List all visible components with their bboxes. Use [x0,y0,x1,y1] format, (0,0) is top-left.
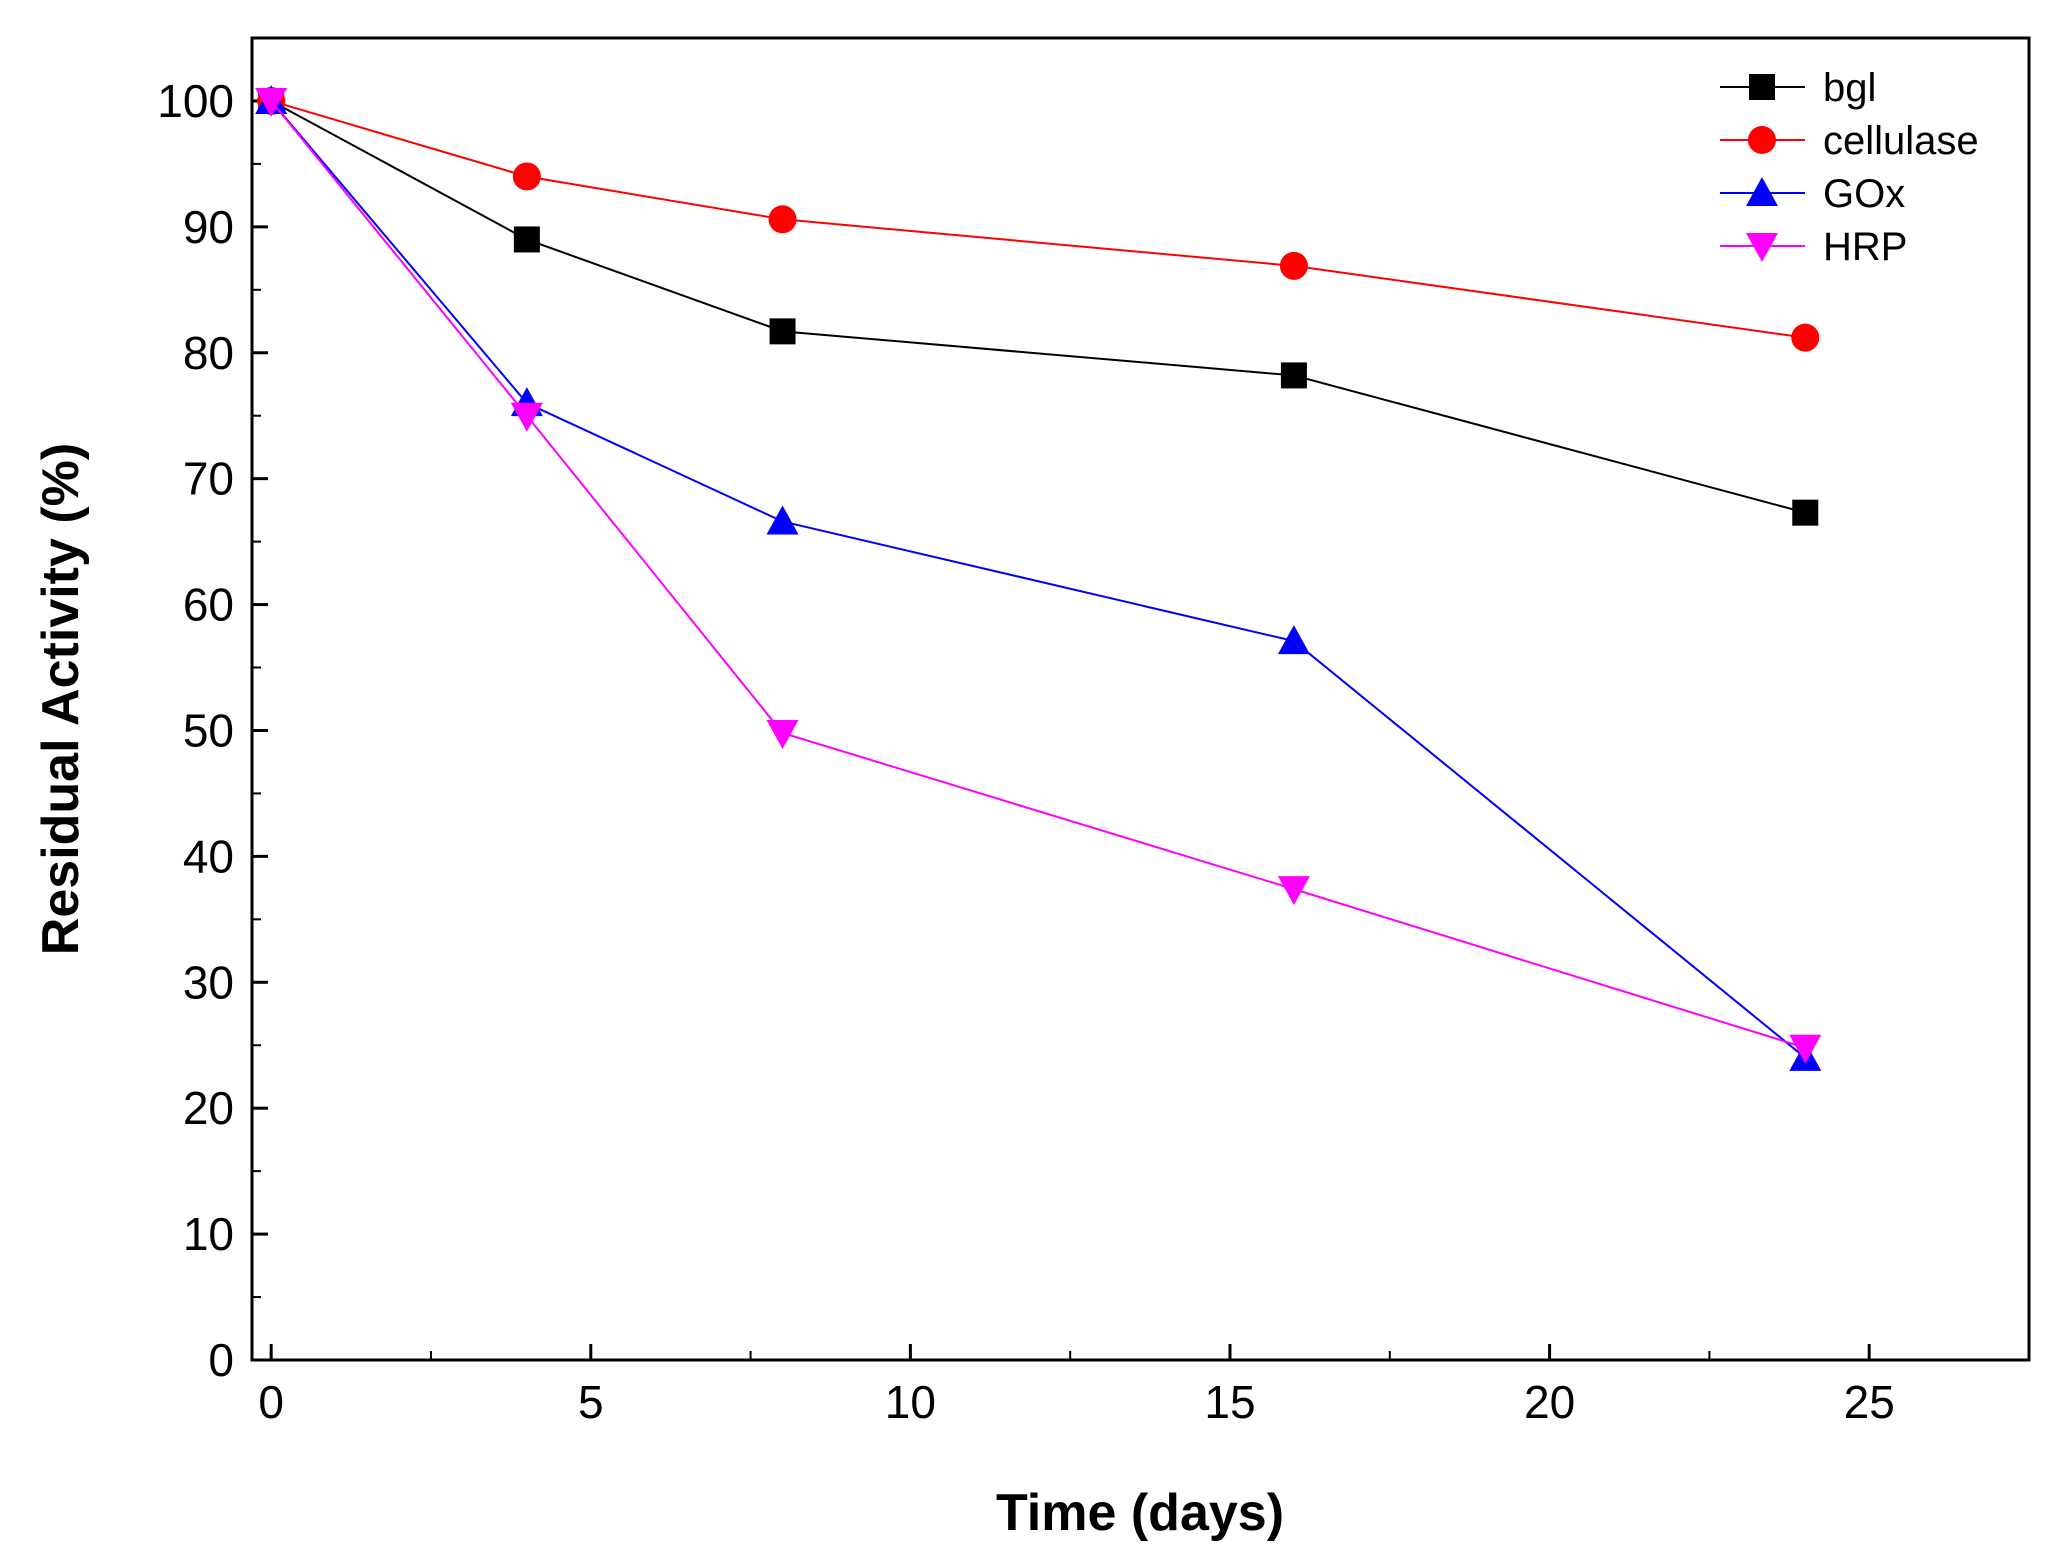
data-point [766,505,799,535]
series-hrp [255,87,1822,1064]
data-point [510,402,543,432]
y-tick-label: 80 [183,327,234,379]
series-gox [255,84,1822,1071]
y-tick-label: 50 [183,704,234,756]
data-point [1789,1034,1822,1064]
data-point [766,719,799,749]
data-point [1792,499,1819,526]
legend-marker [1748,126,1776,154]
data-point [1279,251,1308,280]
data-point [255,87,288,117]
y-tick-label: 10 [183,1208,234,1260]
y-axis-tick-labels: 0 10 20 30 40 50 60 70 80 90 100 [157,75,234,1386]
x-tick-label: 25 [1844,1376,1895,1428]
data-point [768,205,797,234]
series-line [270,99,1806,339]
data-point [1277,625,1310,655]
legend-label: cellulase [1823,119,1979,163]
x-tick-label: 5 [578,1376,604,1428]
data-point [1277,876,1310,906]
legend-label: GOx [1823,172,1905,216]
x-tick-label: 0 [258,1376,284,1428]
data-point [1791,323,1820,352]
data-point [1280,362,1307,389]
series-bgl [258,87,1819,526]
y-tick-label: 0 [208,1334,234,1386]
legend-item: GOx [1720,172,1905,216]
x-axis-title: Time (days) [996,1484,1284,1542]
data-point [513,226,540,253]
y-axis-title: Residual Activity (%) [32,443,90,955]
legend-label: bgl [1823,66,1876,110]
x-axis-ticks [269,1344,1871,1360]
x-tick-label: 10 [885,1376,936,1428]
legend-label: HRP [1823,225,1907,269]
x-tick-label: 20 [1524,1376,1575,1428]
y-tick-label: 60 [183,579,234,631]
legend: bgl cellulase GOx HRP [1720,66,1979,269]
y-tick-label: 100 [157,75,234,127]
data-point [769,318,796,345]
y-tick-label: 20 [183,1082,234,1134]
legend-item: cellulase [1720,119,1979,163]
x-tick-label: 15 [1204,1376,1255,1428]
x-axis-tick-labels: 0 5 10 15 20 25 [258,1376,1894,1428]
legend-item: HRP [1720,225,1907,269]
legend-marker [1746,233,1778,262]
y-tick-label: 30 [183,956,234,1008]
legend-marker [1749,74,1775,100]
y-tick-label: 40 [183,830,234,882]
y-tick-label: 70 [183,453,234,505]
y-axis-ticks [252,99,268,1362]
y-tick-label: 90 [183,201,234,253]
series-layer [255,84,1822,1071]
data-point [512,162,541,191]
legend-marker [1746,177,1778,206]
plot-frame [250,36,2031,1362]
series-line [270,100,1806,1059]
series-line [270,100,1806,514]
legend-item: bgl [1720,66,1876,110]
